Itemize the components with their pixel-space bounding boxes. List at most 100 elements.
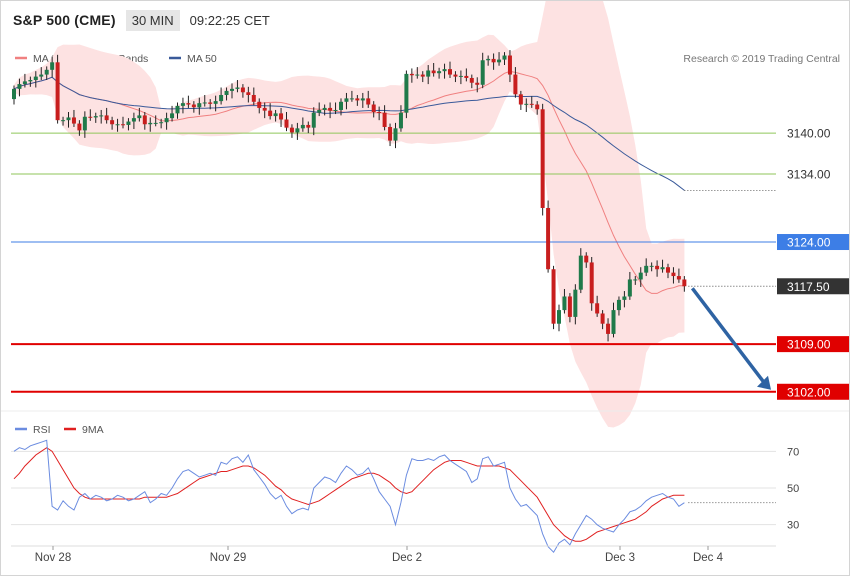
forecast-arrowhead: [757, 375, 771, 390]
level-value-3124.00: 3124.00: [787, 236, 831, 250]
candle-body: [502, 55, 507, 60]
level-value-3134.00: 3134.00: [787, 167, 831, 181]
candle-body: [77, 123, 82, 131]
candle-body: [186, 103, 191, 105]
candle-body: [671, 272, 676, 277]
candle-body: [649, 265, 654, 267]
rsi-tick-70: 70: [787, 446, 799, 458]
candle-body: [344, 98, 349, 102]
candle-body: [39, 74, 44, 77]
candle-body: [426, 70, 431, 77]
candle-body: [17, 84, 22, 89]
candle-body: [251, 94, 256, 102]
copyright-credit: Research © 2019 Trading Central: [683, 53, 840, 65]
candle-body: [55, 62, 60, 121]
candle-body: [388, 126, 393, 141]
candle-body: [126, 121, 131, 125]
candle-body: [442, 69, 447, 72]
candle-body: [595, 303, 600, 314]
candle-body: [164, 118, 169, 123]
candle-body: [333, 109, 338, 111]
candle-body: [115, 124, 120, 126]
candle-body: [110, 120, 115, 125]
candle-body: [497, 59, 502, 63]
candle-body: [121, 124, 125, 126]
candle-body: [377, 112, 382, 114]
candle-body: [546, 207, 551, 270]
candle-body: [398, 112, 403, 129]
candle-body: [44, 69, 49, 75]
candle-body: [306, 124, 311, 128]
level-value-3140.00: 3140.00: [787, 127, 831, 141]
rsi-legend-label-0: RSI: [33, 424, 51, 436]
candle-body: [448, 69, 452, 75]
interval-badge[interactable]: 30 MIN: [125, 9, 180, 31]
candle-body: [551, 269, 556, 324]
candle-body: [257, 101, 262, 108]
x-tick-label: Nov 29: [210, 552, 246, 564]
candle-body: [295, 128, 300, 133]
candle-body: [409, 73, 414, 76]
candle-body: [666, 267, 670, 273]
candle-body: [371, 104, 376, 113]
candle-body: [600, 313, 605, 324]
candle-body: [262, 107, 267, 111]
candle-body: [71, 117, 76, 124]
candle-body: [382, 112, 387, 127]
candle-body: [317, 109, 322, 113]
candle-body: [627, 279, 632, 297]
candle-body: [393, 128, 398, 141]
candle-body: [518, 94, 523, 105]
candle-body: [131, 118, 136, 122]
level-badge-3124.00: [777, 234, 849, 251]
candle-body: [66, 117, 71, 121]
candle-body: [540, 109, 545, 208]
rsi-ma9-line: [13, 447, 685, 542]
candle-body: [562, 296, 567, 311]
candle-body: [486, 58, 491, 61]
level-badge-3102.00: [777, 383, 849, 400]
level-badge-3109.00: [777, 336, 849, 353]
candle-body: [93, 116, 98, 118]
candle-body: [431, 70, 436, 74]
x-tick-label: Dec 4: [693, 552, 724, 564]
candle-body: [611, 310, 616, 334]
candle-body: [224, 90, 229, 95]
candle-body: [567, 296, 572, 317]
x-tick-label: Dec 3: [605, 552, 635, 564]
candle-body: [524, 103, 529, 105]
candle-body: [573, 289, 578, 317]
candle-body: [191, 104, 196, 108]
candle-body: [437, 71, 442, 74]
candle-body: [311, 112, 316, 128]
candle-body: [175, 105, 180, 114]
candle-body: [507, 55, 512, 75]
candle-body: [12, 88, 16, 100]
candle-body: [420, 74, 425, 77]
candle-body: [535, 104, 540, 110]
candle-body: [170, 113, 175, 119]
x-tick-label: Nov 28: [35, 552, 71, 564]
candle-body: [453, 74, 458, 77]
candle-body: [99, 115, 104, 117]
candle-body: [153, 122, 158, 124]
candle-body: [22, 81, 27, 85]
candle-body: [208, 102, 213, 104]
candle-body: [404, 73, 409, 113]
candle-body: [339, 101, 343, 110]
candle-body: [279, 113, 284, 120]
level-badge-3117.50: [777, 278, 849, 295]
candle-body: [273, 113, 278, 117]
candle-body: [638, 272, 643, 280]
symbol-title: S&P 500 (CME): [13, 12, 116, 28]
candle-body: [219, 94, 224, 102]
candle-body: [355, 98, 360, 101]
forecast-arrow: [690, 287, 767, 385]
candle-body: [633, 279, 638, 281]
candle-body: [82, 116, 87, 131]
candle-body: [682, 279, 687, 287]
candle-body: [300, 124, 305, 129]
candle-body: [202, 102, 207, 104]
